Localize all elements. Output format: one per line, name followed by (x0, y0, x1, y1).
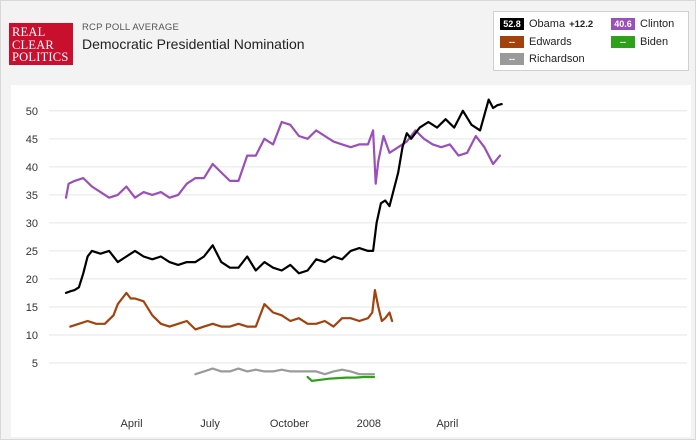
x-tick-label: July (200, 418, 220, 430)
y-tick-label: 45 (26, 134, 38, 146)
legend-swatch-richardson: -- (500, 53, 524, 66)
y-tick-label: 5 (32, 358, 38, 370)
legend-item-obama[interactable]: 52.8 Obama +12.2 (500, 18, 594, 31)
series-line-richardson[interactable] (194, 367, 376, 376)
rcp-logo[interactable]: REAL CLEAR POLITICS (9, 23, 73, 65)
logo-line-1: REAL (12, 25, 46, 39)
legend-label-edwards: Edwards (529, 36, 572, 48)
legend-label-richardson: Richardson (529, 53, 585, 65)
line-chart: 5 10 15 20 25 30 35 40 45 50 April July October 2008… (26, 98, 687, 430)
legend-swatch-edwards: -- (500, 36, 524, 49)
legend-label-biden: Biden (640, 36, 669, 48)
legend-item-richardson[interactable]: -- Richardson (500, 53, 585, 66)
y-tick-label: 15 (26, 302, 38, 314)
legend-swatch-clinton: 40.6 (611, 18, 635, 31)
series-line-clinton[interactable] (64, 120, 502, 199)
chart-title: Democratic Presidential Nomination (82, 36, 305, 52)
legend-label-clinton: Clinton (640, 18, 675, 30)
logo-line-2: CLEAR (12, 37, 54, 52)
plot-area: 5 10 15 20 25 30 35 40 45 50 April July October 2008… (11, 85, 691, 437)
logo-line-3: POLITICS (12, 50, 69, 64)
series-line-biden[interactable] (306, 375, 376, 382)
y-axis-ticks: 5 10 15 20 25 30 35 40 45 50 (26, 106, 38, 370)
x-tick-label: April (121, 418, 143, 430)
series-line-obama[interactable] (64, 98, 503, 294)
legend-swatch-biden: -- (611, 36, 635, 49)
x-axis-ticks: April July October 2008 April (121, 418, 459, 430)
y-tick-label: 40 (26, 162, 38, 174)
y-tick-label: 35 (26, 190, 38, 202)
y-tick-label: 10 (26, 330, 38, 342)
legend-item-clinton[interactable]: 40.6 Clinton (611, 18, 675, 31)
gridlines (49, 110, 687, 364)
legend-spread-obama: +12.2 (569, 19, 594, 30)
x-tick-label: April (436, 418, 458, 430)
x-tick-label: 2008 (357, 418, 381, 430)
x-tick-label: October (270, 418, 309, 430)
chart-subtitle: RCP POLL AVERAGE (82, 22, 180, 33)
legend-swatch-obama: 52.8 (500, 18, 524, 31)
legend-item-edwards[interactable]: -- Edwards (500, 36, 572, 49)
y-tick-label: 25 (26, 246, 38, 258)
legend-label-obama: Obama (529, 18, 566, 30)
legend-item-biden[interactable]: -- Biden (611, 36, 669, 49)
series-line-edwards[interactable] (69, 289, 394, 331)
series-lines (64, 98, 503, 382)
legend: 52.8 Obama +12.2 40.6 Clinton -- Edwards -- B… (493, 11, 689, 71)
chart-header: REAL CLEAR POLITICS RCP POLL AVERAGE Dem… (1, 1, 695, 75)
y-tick-label: 30 (26, 218, 38, 230)
y-tick-label: 50 (26, 106, 38, 118)
y-tick-label: 20 (26, 274, 38, 286)
